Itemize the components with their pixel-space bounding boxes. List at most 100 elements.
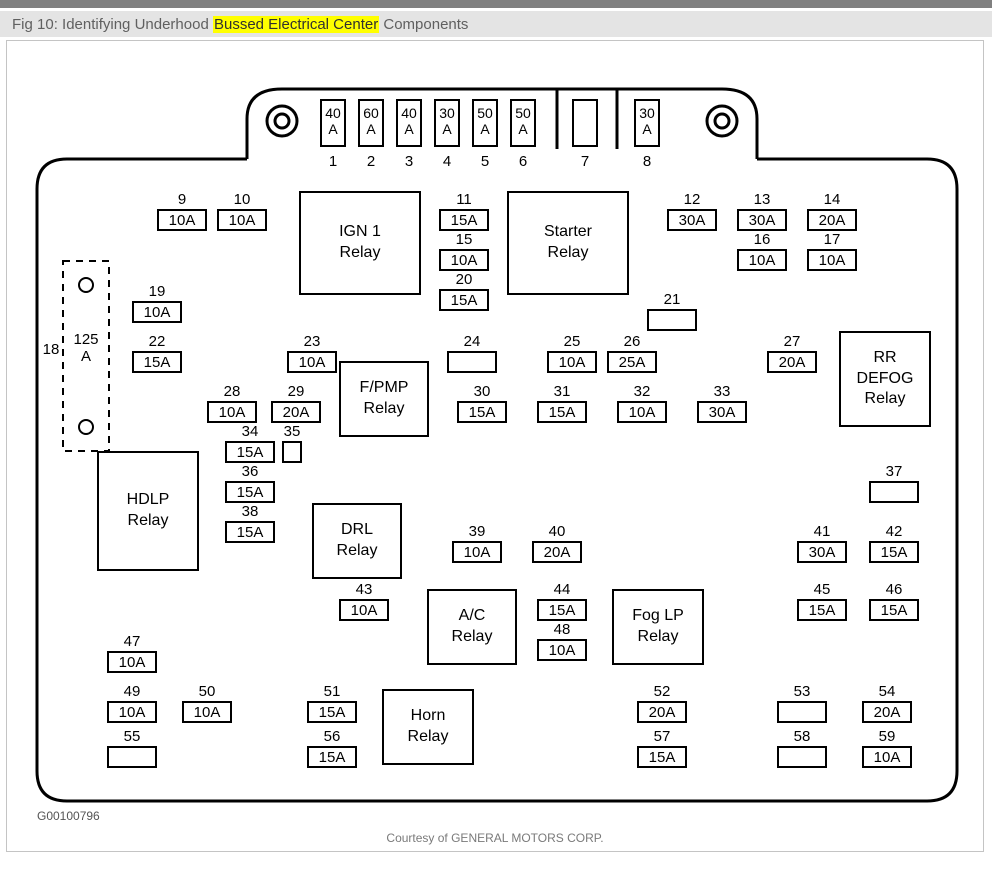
fuse-amp-box: 20A <box>767 351 817 373</box>
fuse-14: 1420A <box>807 209 857 231</box>
fuse-44: 4415A <box>537 599 587 621</box>
fuse-amp-box <box>282 441 302 463</box>
fuse-24: 24 <box>447 351 497 373</box>
fuse-40: 4020A <box>532 541 582 563</box>
fuse-41: 4130A <box>797 541 847 563</box>
fuse-number: 49 <box>107 683 157 700</box>
fuse-number: 24 <box>447 333 497 350</box>
fuse-amp-box: 10A <box>107 651 157 673</box>
fuse-number: 55 <box>107 728 157 745</box>
fuse-number: 42 <box>869 523 919 540</box>
fuse-10: 1010A <box>217 209 267 231</box>
fuse-amp-box: 30A <box>697 401 747 423</box>
fuse-42: 4215A <box>869 541 919 563</box>
fuse-amp-box: 10A <box>537 639 587 661</box>
fuse-9: 910A <box>157 209 207 231</box>
fuse-32: 3210A <box>617 401 667 423</box>
fuse-amp-box: 10A <box>287 351 337 373</box>
fuse-amp-box <box>777 746 827 768</box>
fuse-20: 2015A <box>439 289 489 311</box>
fuse-number: 22 <box>132 333 182 350</box>
fuse-amp-box: 10A <box>862 746 912 768</box>
maxi-fuse-number-2: 2 <box>358 153 384 170</box>
connector-18-amp: 125 A <box>69 331 103 366</box>
fuse-46: 4615A <box>869 599 919 621</box>
fuse-number: 27 <box>767 333 817 350</box>
maxi-fuse-number-1: 1 <box>320 153 346 170</box>
fuse-amp-box: 10A <box>182 701 232 723</box>
fuse-number: 12 <box>667 191 717 208</box>
fuse-37: 37 <box>869 481 919 503</box>
fuse-48: 4810A <box>537 639 587 661</box>
fuse-number: 16 <box>737 231 787 248</box>
fuse-number: 50 <box>182 683 232 700</box>
fuse-59: 5910A <box>862 746 912 768</box>
maxi-fuse-number-5: 5 <box>472 153 498 170</box>
fuse-amp-box: 10A <box>132 301 182 323</box>
fuse-number: 14 <box>807 191 857 208</box>
fuse-number: 17 <box>807 231 857 248</box>
hdlp-relay: HDLP Relay <box>97 451 199 571</box>
fuse-15: 1510A <box>439 249 489 271</box>
fuse-number: 13 <box>737 191 787 208</box>
fuse-amp-box <box>777 701 827 723</box>
fuse-55: 55 <box>107 746 157 768</box>
fuse-number: 45 <box>797 581 847 598</box>
maxi-fuse-tab-8: 30 A <box>634 99 660 147</box>
fuse-amp-box: 25A <box>607 351 657 373</box>
fuse-57: 5715A <box>637 746 687 768</box>
fuse-amp-box: 20A <box>271 401 321 423</box>
fuse-number: 23 <box>287 333 337 350</box>
fuse-58: 58 <box>777 746 827 768</box>
fuse-amp-box <box>647 309 697 331</box>
fuse-33: 3330A <box>697 401 747 423</box>
fuse-56: 5615A <box>307 746 357 768</box>
diagram-canvas: 18 125 A 40 A160 A240 A330 A450 A550 A67… <box>6 40 984 852</box>
maxi-fuse-number-7: 7 <box>572 153 598 170</box>
fuse-38: 3815A <box>225 521 275 543</box>
fuse-number: 52 <box>637 683 687 700</box>
fuse-amp-box: 15A <box>537 401 587 423</box>
fuse-21: 21 <box>647 309 697 331</box>
ac-relay: A/C Relay <box>427 589 517 665</box>
fuse-number: 20 <box>439 271 489 288</box>
fuse-52: 5220A <box>637 701 687 723</box>
fuse-number: 39 <box>452 523 502 540</box>
fuse-number: 37 <box>869 463 919 480</box>
fuse-amp-box: 15A <box>307 746 357 768</box>
maxi-fuse-tab-3: 40 A <box>396 99 422 147</box>
fuse-amp-box <box>447 351 497 373</box>
page: Fig 10: Identifying Underhood Bussed Ele… <box>0 0 992 884</box>
ign1-relay: IGN 1 Relay <box>299 191 421 295</box>
fuse-amp-box: 30A <box>737 209 787 231</box>
fuse-number: 51 <box>307 683 357 700</box>
fuse-number: 54 <box>862 683 912 700</box>
fuse-amp-box: 20A <box>637 701 687 723</box>
fuse-27: 2720A <box>767 351 817 373</box>
fuse-number: 53 <box>777 683 827 700</box>
maxi-fuse-number-3: 3 <box>396 153 422 170</box>
maxi-fuse-tab-6: 50 A <box>510 99 536 147</box>
fuse-number: 19 <box>132 283 182 300</box>
maxi-fuse-tab-2: 60 A <box>358 99 384 147</box>
fuse-number: 43 <box>339 581 389 598</box>
fuse-amp-box: 15A <box>225 481 275 503</box>
horn-relay: Horn Relay <box>382 689 474 765</box>
fuse-23: 2310A <box>287 351 337 373</box>
fuse-number: 34 <box>225 423 275 440</box>
fuse-amp-box: 10A <box>439 249 489 271</box>
fuse-amp-box: 10A <box>807 249 857 271</box>
maxi-fuse-tab-5: 50 A <box>472 99 498 147</box>
fuse-43: 4310A <box>339 599 389 621</box>
fuse-amp-box <box>869 481 919 503</box>
fuse-number: 35 <box>282 423 302 440</box>
fuse-26: 2625A <box>607 351 657 373</box>
fuse-45: 4515A <box>797 599 847 621</box>
fuse-number: 38 <box>225 503 275 520</box>
fuse-49: 4910A <box>107 701 157 723</box>
fuse-amp-box: 20A <box>862 701 912 723</box>
fuse-amp-box: 15A <box>439 209 489 231</box>
fuse-amp-box: 10A <box>339 599 389 621</box>
fuse-amp-box <box>107 746 157 768</box>
fuse-31: 3115A <box>537 401 587 423</box>
